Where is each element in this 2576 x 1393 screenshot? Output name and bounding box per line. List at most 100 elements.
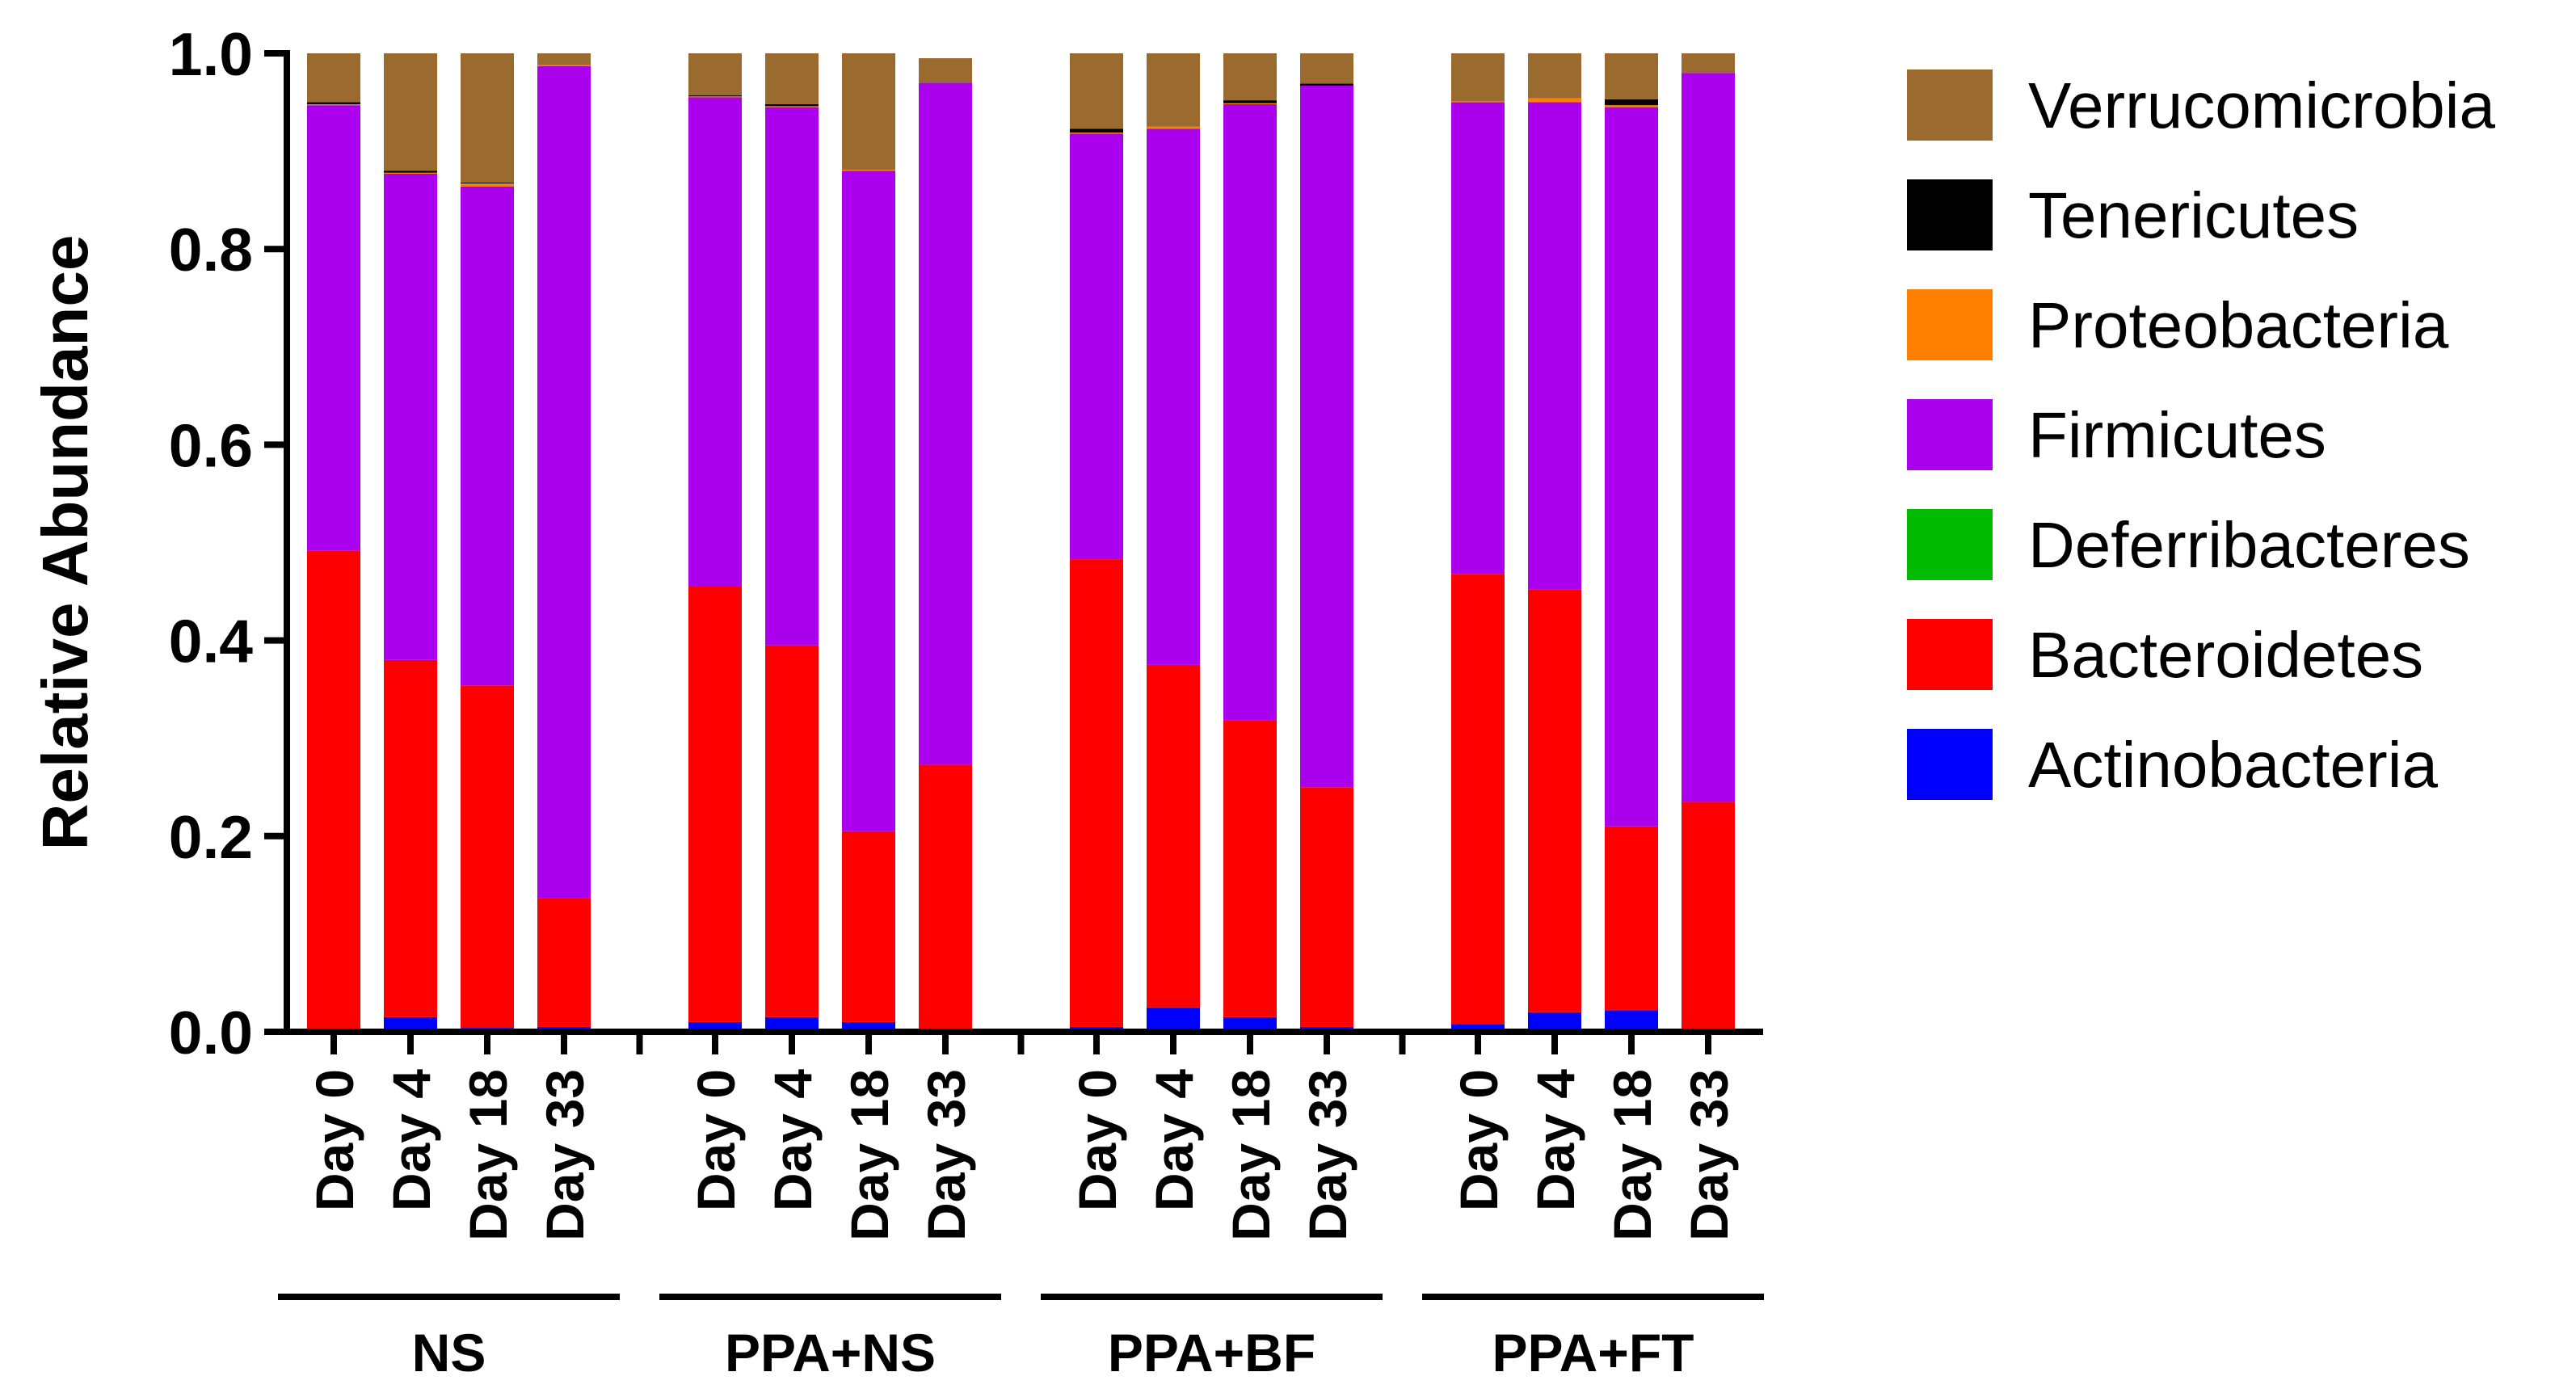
bar-segment-proteobacteria <box>461 183 514 187</box>
x-category-label: Day 18 <box>1602 1069 1662 1241</box>
legend-item: Bacteroidetes <box>1907 619 2423 691</box>
bar-segment-verrucomicrobia <box>765 53 819 104</box>
bar-10 <box>1147 53 1200 1032</box>
bar-segment-firmicutes <box>1070 133 1123 560</box>
y-tick-label: 0.2 <box>169 803 253 871</box>
bar-2 <box>384 53 437 1032</box>
bar-segment-firmicutes <box>1605 107 1658 827</box>
legend-swatch-verrucomicrobia <box>1907 69 1993 141</box>
bar-segment-actinobacteria <box>1605 1010 1658 1032</box>
bar-segment-bacteroidetes <box>1528 589 1581 1012</box>
legend-label-proteobacteria: Proteobacteria <box>2028 289 2449 361</box>
bar-segment-proteobacteria <box>384 172 437 174</box>
x-category-label: Day 33 <box>535 1069 595 1241</box>
bar-segment-firmicutes <box>384 173 437 660</box>
x-category-label: Day 18 <box>840 1069 899 1241</box>
bar-12 <box>1300 53 1353 1032</box>
bar-segment-proteobacteria <box>688 96 742 98</box>
legend-label-tenericutes: Tenericutes <box>2028 179 2359 251</box>
bar-segment-firmicutes <box>461 186 514 686</box>
bar-1 <box>307 53 360 1032</box>
bar-segment-tenericutes <box>688 95 742 97</box>
bar-segment-firmicutes <box>765 107 819 646</box>
bar-segment-tenericutes <box>765 103 819 107</box>
y-tick-label: 0.4 <box>169 608 254 675</box>
x-category-label: Day 33 <box>916 1069 976 1241</box>
bar-segment-firmicutes <box>1300 85 1353 788</box>
legend-item: Proteobacteria <box>1907 289 2449 361</box>
legend-swatch-firmicutes <box>1907 399 1993 470</box>
y-tick-label: 0.6 <box>169 411 253 479</box>
bar-segment-bacteroidetes <box>1147 664 1200 1008</box>
bar-segment-verrucomicrobia <box>1147 53 1200 127</box>
bar-5 <box>688 53 742 1032</box>
bar-segment-firmicutes <box>688 97 742 587</box>
bar-segment-actinobacteria <box>765 1016 819 1032</box>
bar-segment-bacteroidetes <box>919 764 972 1029</box>
bar-9 <box>1070 53 1123 1032</box>
bar-segment-bacteroidetes <box>1451 574 1505 1025</box>
x-category-label: Day 4 <box>381 1069 441 1211</box>
bar-segment-verrucomicrobia <box>537 53 591 65</box>
bar-segment-tenericutes <box>1605 99 1658 106</box>
bar-segment-verrucomicrobia <box>842 53 895 170</box>
bar-16 <box>1682 53 1735 1032</box>
group-label-ns: NS <box>412 1323 486 1382</box>
bar-segment-firmicutes <box>919 82 972 765</box>
bar-segment-verrucomicrobia <box>1682 53 1735 74</box>
bar-segment-actinobacteria <box>384 1016 437 1032</box>
legend-label-bacteroidetes: Bacteroidetes <box>2028 619 2423 691</box>
bar-segment-firmicutes <box>307 105 360 551</box>
bar-segment-proteobacteria <box>1605 105 1658 107</box>
x-category-label: Day 4 <box>1526 1069 1585 1211</box>
bar-segment-firmicutes <box>1451 102 1505 574</box>
bar-segment-tenericutes <box>307 102 360 104</box>
x-category-label: Day 4 <box>1144 1069 1204 1211</box>
x-category-label: Day 18 <box>458 1069 518 1241</box>
bar-segment-verrucomicrobia <box>919 58 972 83</box>
bar-7 <box>842 53 895 1032</box>
bar-segment-proteobacteria <box>765 106 819 107</box>
legend-label-deferribacteres: Deferribacteres <box>2028 509 2470 581</box>
y-axis-title: Relative Abundance <box>29 235 101 851</box>
bar-segment-proteobacteria <box>307 103 360 106</box>
legend-swatch-deferribacteres <box>1907 509 1993 580</box>
bar-4 <box>537 53 591 1032</box>
legend-item: Tenericutes <box>1907 179 2359 251</box>
bar-segment-verrucomicrobia <box>1451 53 1505 102</box>
bar-segment-bacteroidetes <box>1605 826 1658 1011</box>
group-label-ppa-ft: PPA+FT <box>1492 1323 1694 1382</box>
bar-segment-bacteroidetes <box>765 645 819 1017</box>
bar-15 <box>1605 53 1658 1032</box>
bar-segment-proteobacteria <box>537 65 591 66</box>
bar-segment-firmicutes <box>1682 73 1735 802</box>
bar-segment-bacteroidetes <box>461 685 514 1029</box>
legend-label-actinobacteria: Actinobacteria <box>2028 729 2438 801</box>
bar-segment-tenericutes <box>384 170 437 173</box>
bar-segment-bacteroidetes <box>842 831 895 1022</box>
bar-segment-bacteroidetes <box>384 659 437 1017</box>
legend-item: Deferribacteres <box>1907 509 2470 581</box>
bar-segment-bacteroidetes <box>307 550 360 1030</box>
legend-item: Verrucomicrobia <box>1907 69 2496 141</box>
bar-segment-bacteroidetes <box>1682 802 1735 1029</box>
bar-segment-bacteroidetes <box>688 586 742 1022</box>
legend-swatch-proteobacteria <box>1907 289 1993 360</box>
y-tick-label: 0.0 <box>169 999 253 1067</box>
x-category-label: Day 0 <box>1449 1069 1509 1211</box>
bar-segment-tenericutes <box>1223 100 1277 103</box>
bar-segment-firmicutes <box>1528 102 1581 590</box>
bar-segment-proteobacteria <box>1528 98 1581 103</box>
x-category-label: Day 33 <box>1679 1069 1739 1241</box>
bar-segment-verrucomicrobia <box>1528 53 1581 99</box>
x-category-label: Day 33 <box>1298 1069 1357 1241</box>
bar-segment-verrucomicrobia <box>1070 53 1123 129</box>
bar-segment-proteobacteria <box>1147 126 1200 129</box>
group-label-ppa-ns: PPA+NS <box>725 1323 936 1382</box>
y-tick-label: 0.8 <box>169 216 253 284</box>
bars-layer <box>307 53 1735 1032</box>
legend: Verrucomicrobia Tenericutes Proteobacteria… <box>1907 69 2496 801</box>
bar-segment-verrucomicrobia <box>1605 53 1658 99</box>
